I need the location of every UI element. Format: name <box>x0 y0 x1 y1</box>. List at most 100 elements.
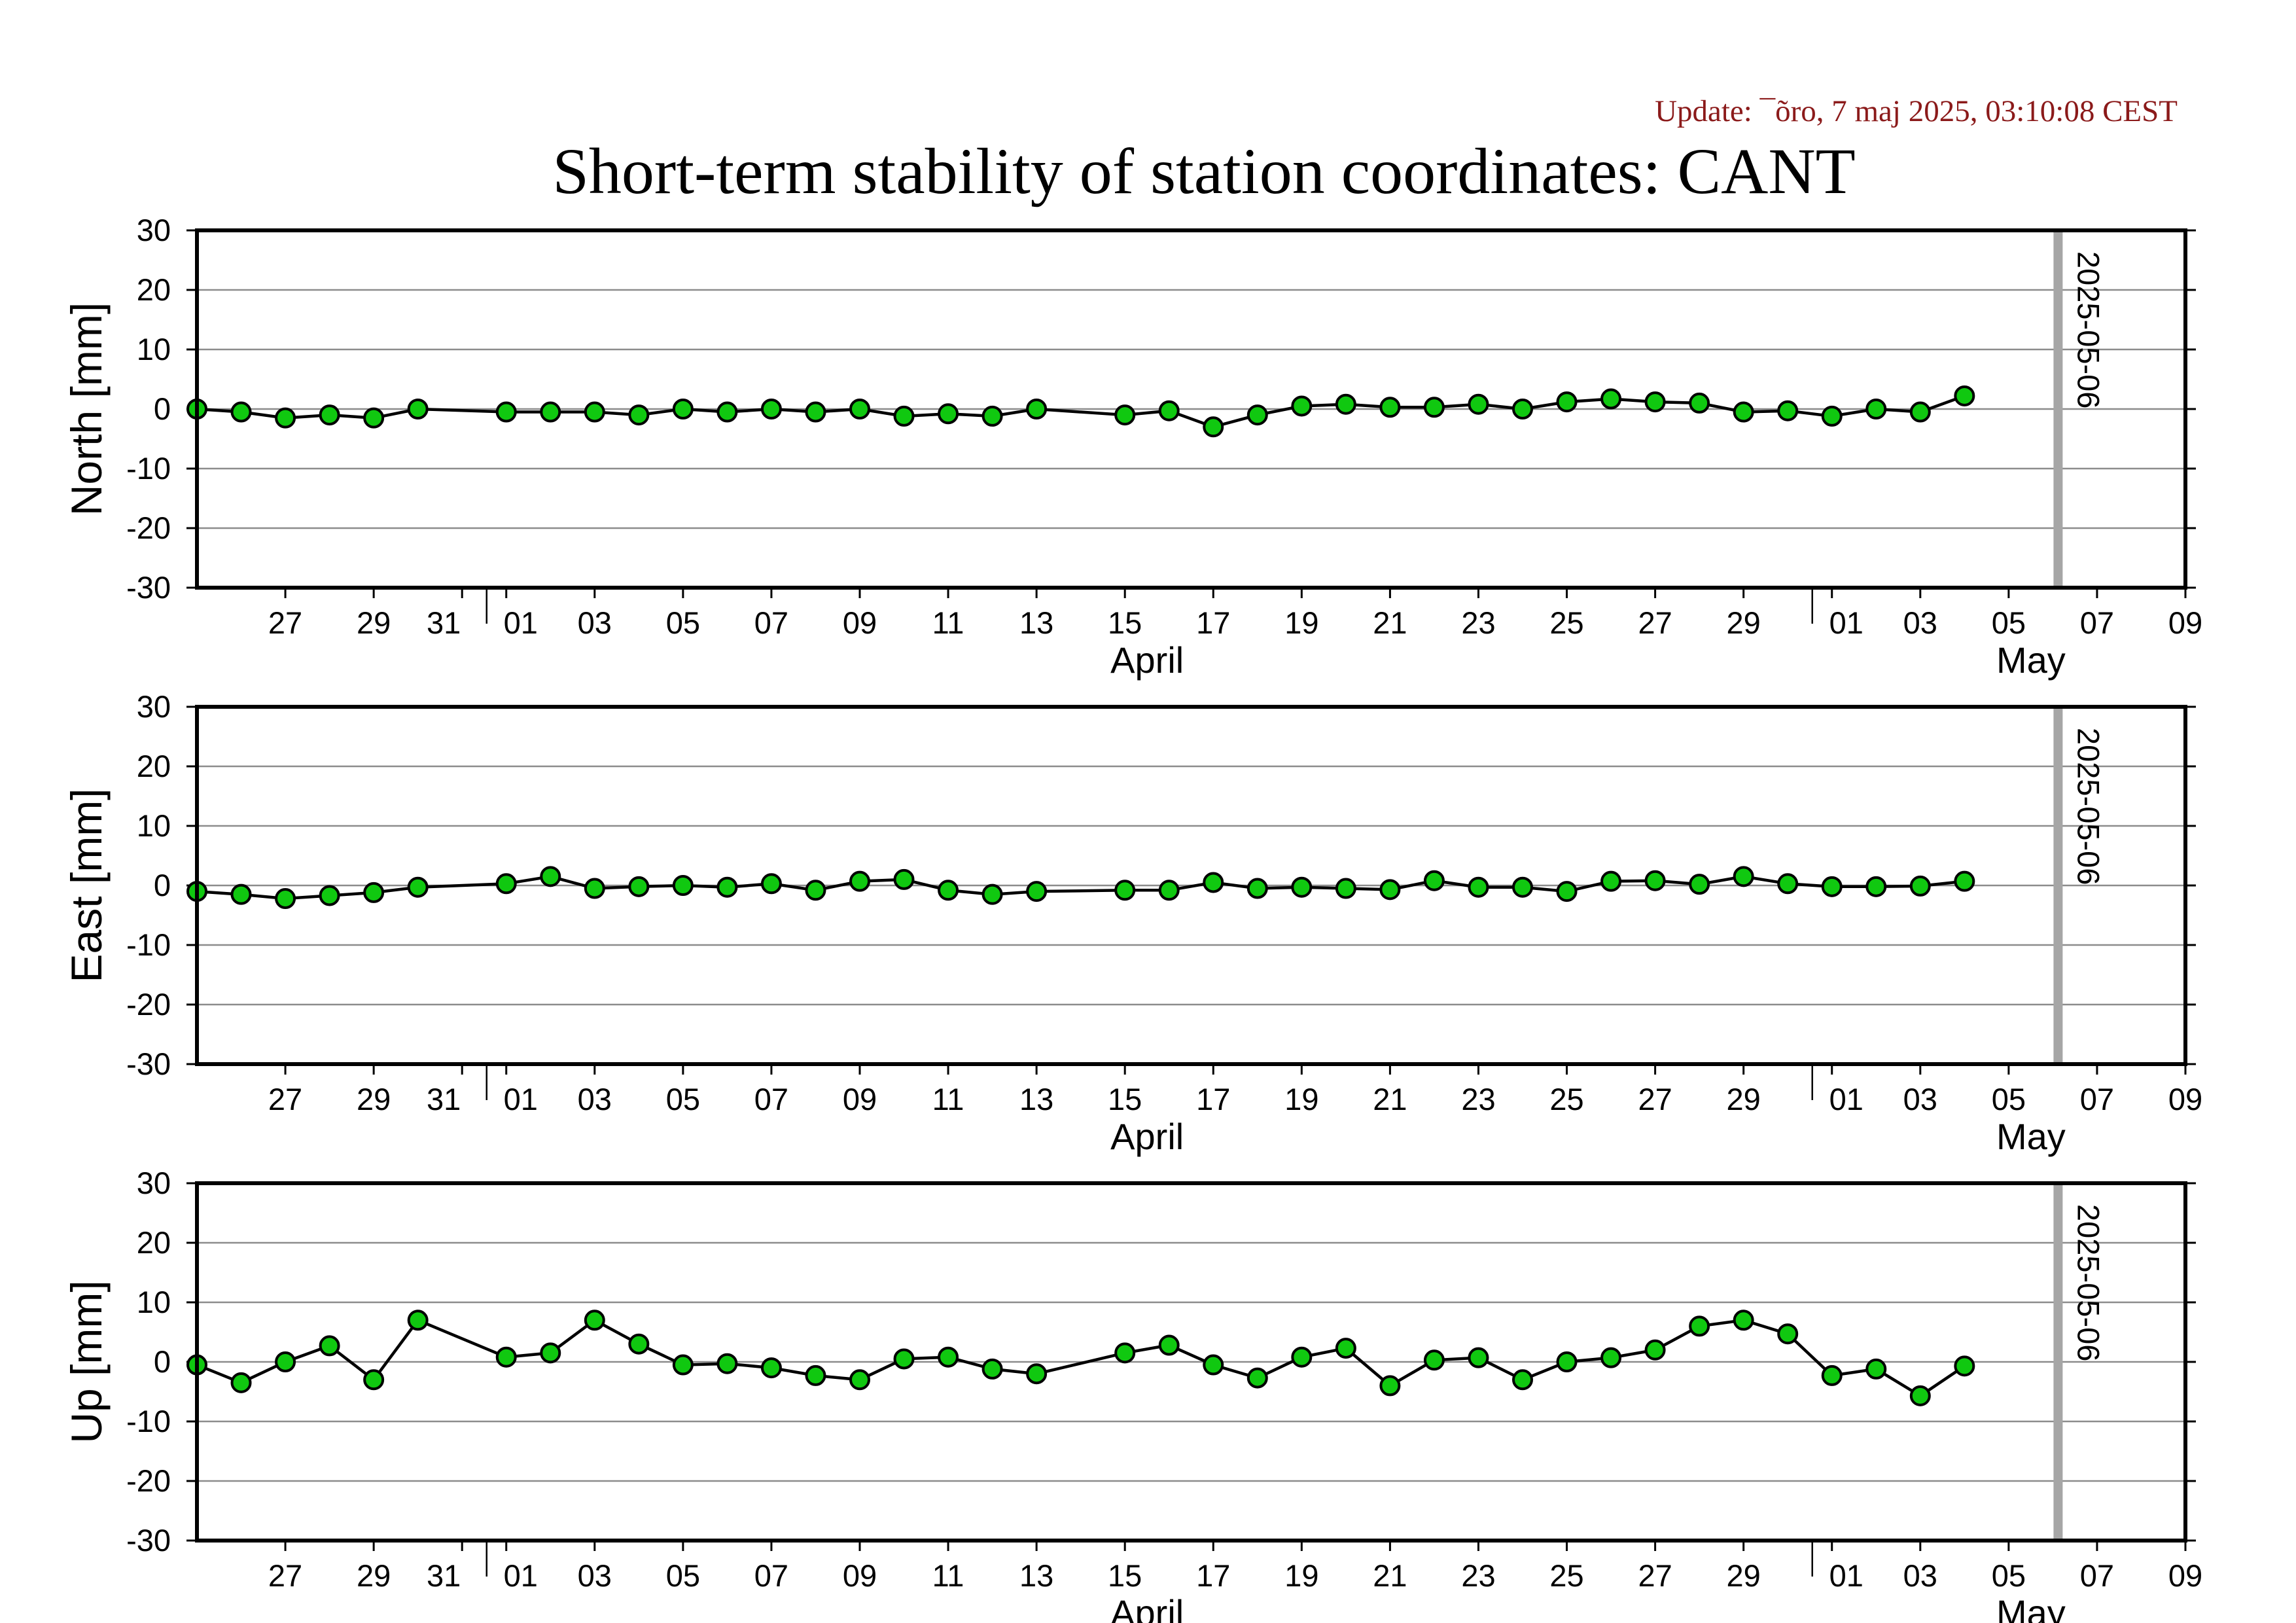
data-point <box>938 403 959 425</box>
x-tick-label: 21 <box>1373 1082 1407 1116</box>
data-point <box>805 880 826 901</box>
data-point <box>672 1354 694 1376</box>
data-point <box>1733 866 1754 887</box>
x-month-label: May <box>1996 639 2066 681</box>
data-point <box>1158 1334 1180 1356</box>
data-point <box>1821 405 1843 427</box>
x-tick-label: 09 <box>843 1558 877 1593</box>
data-point <box>319 1335 340 1357</box>
data-point <box>495 401 517 423</box>
data-point <box>1291 1346 1313 1368</box>
data-point <box>319 404 340 426</box>
data-point <box>1909 401 1931 423</box>
x-tick-label: 07 <box>754 605 788 640</box>
x-tick-label: 15 <box>1108 605 1142 640</box>
data-point <box>1158 400 1180 421</box>
data-point <box>981 883 1003 905</box>
x-tick-label: 01 <box>1829 1082 1863 1116</box>
y-axis-label: North [mm] <box>62 302 111 516</box>
data-point <box>938 1346 959 1368</box>
y-tick-label: -30 <box>126 570 171 605</box>
data-point <box>1468 876 1489 898</box>
x-tick-label: 29 <box>357 605 391 640</box>
x-tick-label: 11 <box>932 605 964 640</box>
x-tick-label: 17 <box>1196 605 1230 640</box>
x-tick-label: 19 <box>1284 1082 1318 1116</box>
data-point <box>1777 873 1799 895</box>
data-point <box>319 885 340 906</box>
x-tick-label: 09 <box>843 605 877 640</box>
x-tick-label: 31 <box>427 1082 461 1116</box>
y-tick-label: -20 <box>126 1463 171 1498</box>
x-tick-label: 19 <box>1284 605 1318 640</box>
data-point <box>584 1310 605 1331</box>
data-point <box>981 405 1003 427</box>
y-tick-label: 30 <box>137 689 171 724</box>
data-point <box>407 399 429 419</box>
y-tick-label: -10 <box>126 451 171 486</box>
data-point <box>1733 401 1754 423</box>
data-point <box>230 401 252 423</box>
y-tick-label: 10 <box>137 1285 171 1319</box>
y-tick-label: 10 <box>137 332 171 366</box>
data-point <box>893 405 915 427</box>
data-point <box>1512 1369 1533 1391</box>
data-point <box>1909 1385 1931 1406</box>
data-point <box>1865 1358 1887 1380</box>
data-point <box>275 1351 296 1372</box>
data-point <box>1291 876 1313 898</box>
data-point <box>1865 876 1887 897</box>
x-tick-label: 23 <box>1461 1558 1495 1593</box>
data-point <box>938 880 959 901</box>
data-point <box>584 878 605 899</box>
data-point <box>893 868 915 890</box>
x-month-label: April <box>1110 1592 1184 1623</box>
x-tick-label: 03 <box>1903 1558 1937 1593</box>
data-point <box>1689 1315 1710 1337</box>
date-marker-label: 2025-05-06 <box>2071 728 2106 885</box>
x-tick-label: 03 <box>1903 605 1937 640</box>
data-point <box>672 875 694 896</box>
data-point <box>1158 880 1180 901</box>
x-tick-label: 11 <box>932 1082 964 1116</box>
x-tick-label: 05 <box>666 1558 700 1593</box>
data-point <box>1689 874 1710 895</box>
update-timestamp: Update: ¯õro, 7 maj 2025, 03:10:08 CEST <box>1655 94 2178 128</box>
date-marker-label: 2025-05-06 <box>2071 1204 2106 1361</box>
data-point <box>363 1369 385 1391</box>
data-point <box>1954 870 1975 892</box>
plot-frame <box>195 705 2187 1066</box>
data-point <box>1954 1355 1975 1377</box>
data-point <box>805 1364 826 1386</box>
data-point <box>1600 1347 1622 1368</box>
data-point <box>584 401 605 423</box>
x-tick-label: 29 <box>357 1082 391 1116</box>
data-point <box>1379 879 1401 901</box>
data-point <box>1026 1363 1048 1385</box>
data-point <box>230 883 252 905</box>
x-tick-label: 23 <box>1461 1082 1495 1116</box>
x-tick-label: 25 <box>1549 1082 1583 1116</box>
data-point <box>1291 395 1313 417</box>
data-point <box>893 1348 915 1370</box>
x-tick-label: 11 <box>932 1558 964 1593</box>
data-point <box>275 888 296 910</box>
data-point <box>1203 872 1224 893</box>
y-tick-label: 0 <box>154 1344 171 1379</box>
data-point <box>628 404 650 426</box>
data-point <box>1423 397 1445 418</box>
data-point <box>1644 391 1666 413</box>
x-month-label: April <box>1110 639 1184 681</box>
data-point <box>1556 391 1578 413</box>
data-point <box>1954 385 1975 406</box>
y-tick-label: 30 <box>137 213 171 247</box>
x-tick-label: 29 <box>357 1558 391 1593</box>
y-tick-label: 20 <box>137 749 171 783</box>
x-tick-label: 05 <box>666 605 700 640</box>
data-point <box>1203 1354 1224 1376</box>
x-tick-label: 29 <box>1727 605 1761 640</box>
x-tick-label: 27 <box>1638 605 1672 640</box>
x-tick-label: 27 <box>268 1082 302 1116</box>
